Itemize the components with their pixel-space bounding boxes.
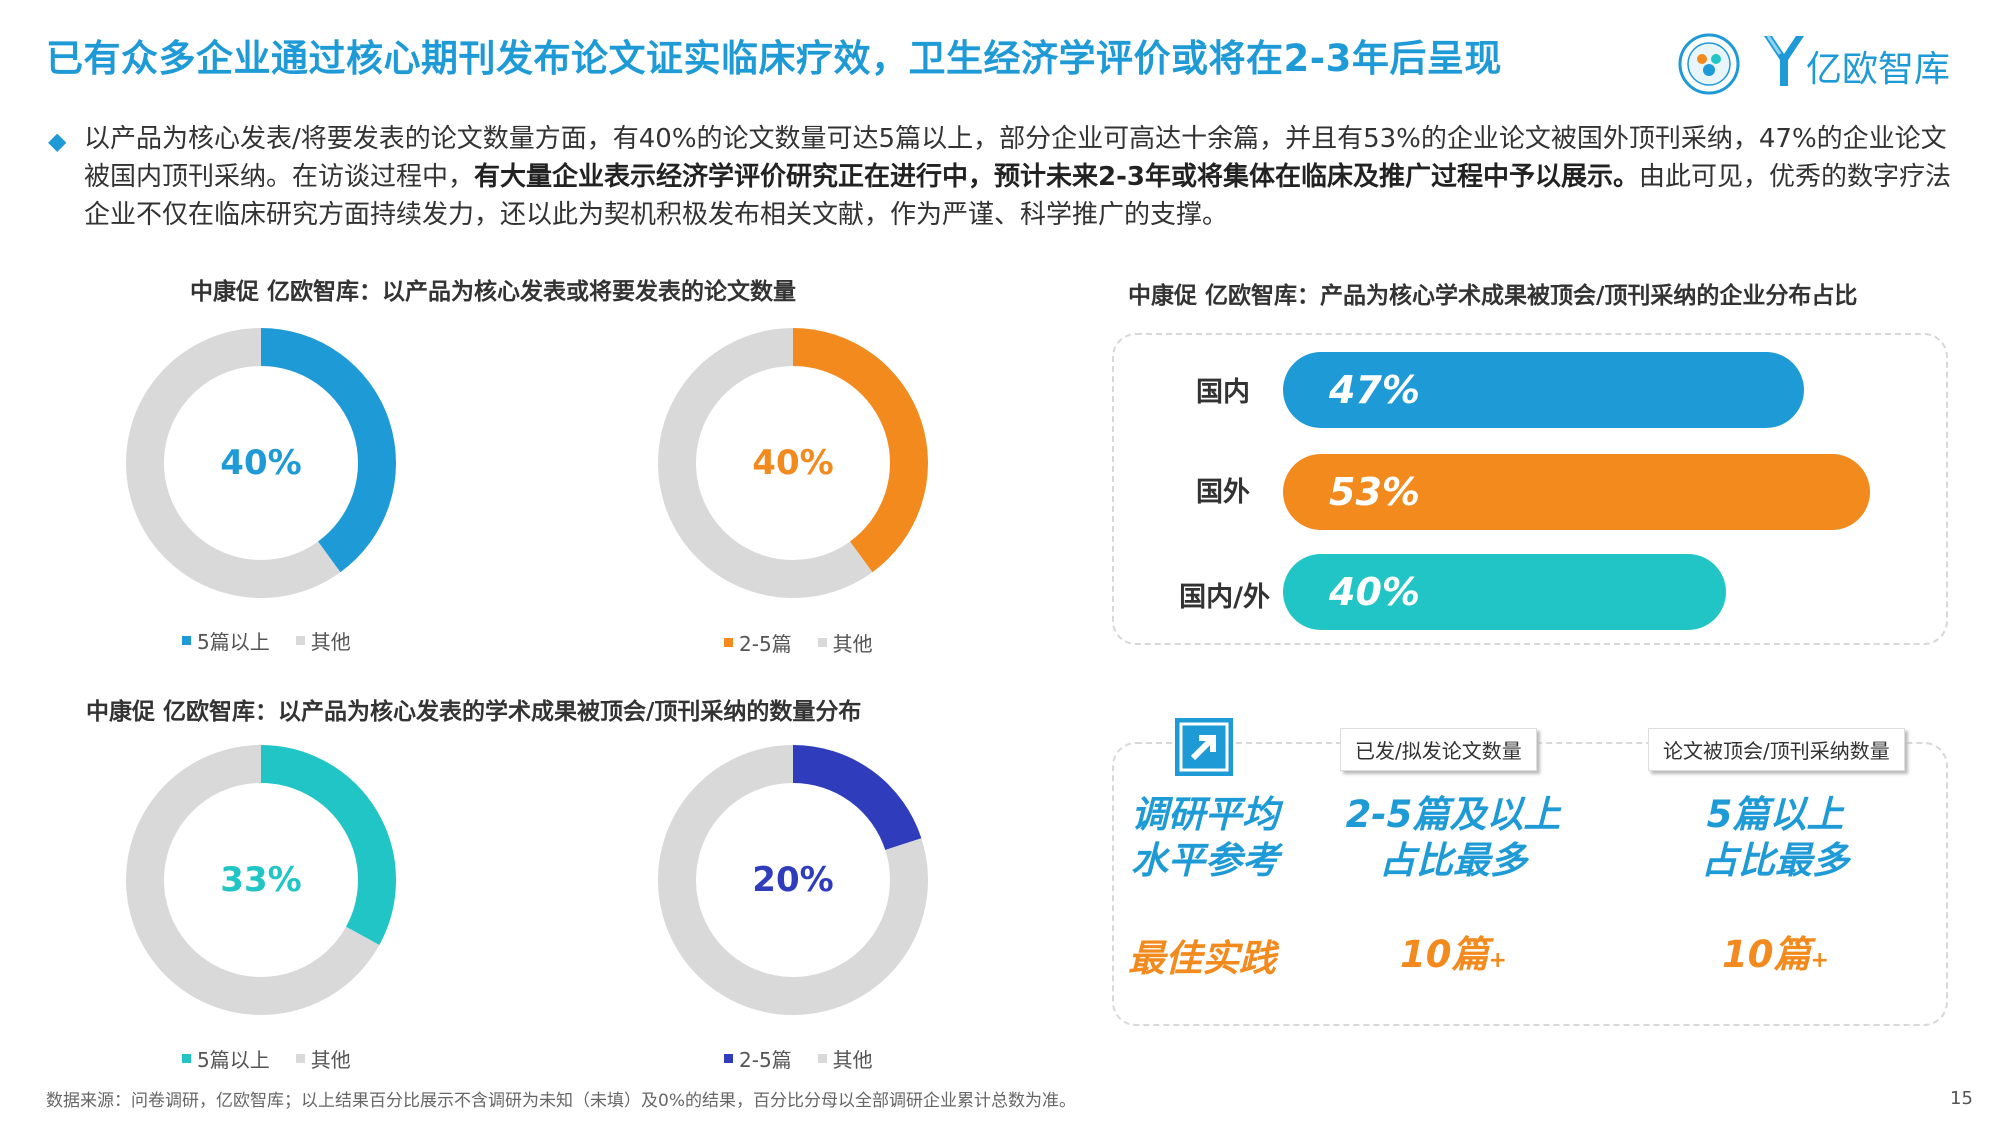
- tag-paper-count: 已发/拟发论文数量: [1340, 728, 1537, 771]
- chart-title-adoption-count: 中康促 亿欧智库：以产品为核心发表的学术成果被顶会/顶刊采纳的数量分布: [86, 699, 862, 725]
- donut-center-label: 33%: [220, 860, 302, 900]
- legend-swatch-navy: [724, 1054, 733, 1063]
- bar-value-label: 47%: [1329, 368, 1420, 412]
- value-text: 10篇: [1722, 933, 1811, 976]
- bar-chart-panel: [1112, 333, 1948, 645]
- reference-col2-main: 5篇以上 占比最多: [1701, 793, 1849, 882]
- donut-slice-highlight: [260, 328, 396, 573]
- bar-foreign: 53%: [1283, 454, 1870, 530]
- legend-swatch-orange: [724, 638, 733, 647]
- logo-text: 亿欧智库: [1806, 49, 1951, 90]
- chart-title-paper-count: 中康促 亿欧智库：以产品为核心发表或将要发表的论文数量: [190, 279, 797, 305]
- chart-title-distribution: 中康促 亿欧智库：产品为核心学术成果被顶会/顶刊采纳的企业分布占比: [1128, 283, 1858, 309]
- legend-swatch-grey: [295, 1054, 305, 1063]
- legend-label: 2-5篇: [739, 632, 792, 656]
- bar-domestic-foreign: 40%: [1283, 554, 1726, 630]
- tag-adoption-count: 论文被顶会/顶刊采纳数量: [1648, 728, 1905, 771]
- donut-slice-highlight: [260, 745, 396, 946]
- donut-chart-adopted-5plus: 33%: [126, 745, 396, 1015]
- legend-label: 其他: [832, 1048, 873, 1072]
- intro-paragraph: ◆ 以产品为核心发表/将要发表的论文数量方面，有40%的论文数量可达5篇以上，部…: [48, 120, 1968, 234]
- yiou-logo-icon: [1764, 35, 1804, 86]
- donut-center-label: 40%: [220, 443, 302, 483]
- bar-category-label: 国内: [1196, 377, 1250, 408]
- legend-label: 其他: [310, 1048, 351, 1072]
- legend-swatch-teal: [182, 1054, 191, 1063]
- donut-chart-5plus: 40%: [126, 328, 396, 598]
- donut-chart-adopted-2-5: 20%: [658, 745, 928, 1015]
- legend-swatch-grey: [295, 636, 305, 645]
- donut-slice-other: [126, 328, 341, 598]
- donut-slice-other: [658, 745, 928, 1015]
- donut-slice-highlight: [792, 745, 922, 851]
- diamond-bullet-icon: ◆: [48, 127, 67, 155]
- intro-text-2: 由此可见，优秀的数字疗法企业不仅在临床研究方面持续发力，还以此为契机积极发布相关…: [84, 162, 1952, 230]
- association-seal-icon: [1678, 33, 1740, 95]
- legend-label: 其他: [832, 632, 873, 656]
- legend-donut-3: 5篇以上 其他: [182, 1044, 351, 1073]
- plus-suffix: +: [1810, 948, 1829, 973]
- donut-chart-2-5: 40%: [658, 328, 928, 598]
- legend-swatch-grey: [817, 638, 827, 647]
- intro-text-bold: 有大量企业表示经济学评价研究正在进行中，预计未来2-3年或将集体在临床及推广过程…: [474, 162, 1639, 192]
- reference-panel: [1112, 742, 1948, 1026]
- bar-category-label: 国外: [1196, 477, 1250, 508]
- legend-donut-1: 5篇以上 其他: [182, 626, 351, 655]
- reference-col2-value: 10篇+: [1722, 924, 1829, 978]
- bar-value-label: 53%: [1329, 470, 1420, 514]
- reference-left-title: 调研平均 水平参考: [1131, 793, 1279, 882]
- legend-label: 5篇以上: [197, 1048, 270, 1072]
- legend-donut-4: 2-5篇 其他: [724, 1044, 873, 1073]
- bar-category-label: 国内/外: [1179, 582, 1270, 613]
- page-title: 已有众多企业通过核心期刊发布论文证实临床疗效，卫生经济学评价或将在2-3年后呈现: [46, 37, 1502, 80]
- intro-text-1: 以产品为核心发表/将要发表的论文数量方面，有40%的论文数量可达5篇以上，部分企…: [84, 124, 1947, 192]
- data-source-note: 数据来源：问卷调研，亿欧智库；以上结果百分比展示不含调研为未知（未填）及0%的结…: [46, 1091, 1076, 1111]
- arrow-box-icon: [1175, 718, 1233, 776]
- bar-domestic: 47%: [1283, 352, 1804, 428]
- legend-swatch-grey: [817, 1054, 827, 1063]
- value-text: 10篇: [1400, 933, 1489, 976]
- legend-swatch-blue: [182, 636, 191, 645]
- legend-label: 2-5篇: [739, 1048, 792, 1072]
- donut-center-label: 40%: [752, 443, 834, 483]
- legend-label: 5篇以上: [197, 630, 270, 654]
- reference-col1-main: 2-5篇及以上 占比最多: [1345, 793, 1561, 882]
- donut-slice-other: [658, 328, 873, 598]
- donut-slice-highlight: [792, 328, 928, 573]
- reference-left-bottom: 最佳实践: [1128, 937, 1276, 980]
- donut-center-label: 20%: [752, 860, 834, 900]
- legend-label: 其他: [310, 630, 351, 654]
- bar-value-label: 40%: [1329, 570, 1420, 614]
- legend-donut-2: 2-5篇 其他: [724, 628, 873, 657]
- donut-slice-other: [126, 745, 380, 1015]
- plus-suffix: +: [1488, 948, 1507, 973]
- page-number: 15: [1950, 1088, 1973, 1109]
- reference-col1-value: 10篇+: [1400, 924, 1507, 978]
